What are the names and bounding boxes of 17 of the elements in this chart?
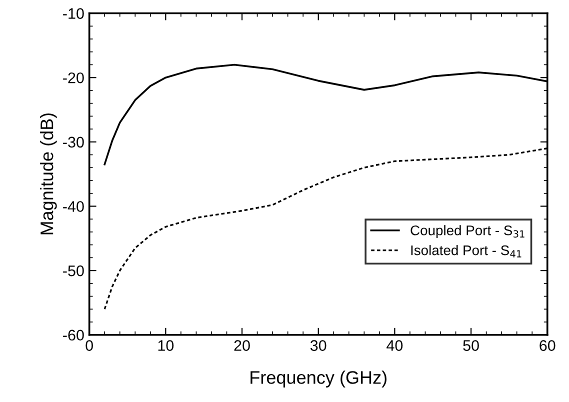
y-tick-label: -10 [63, 8, 84, 19]
y-tick-label: -40 [63, 201, 84, 212]
y-tick-label: -20 [63, 72, 84, 84]
y-axis-title: Magnitude (dB) [40, 113, 57, 234]
y-tick-label: -50 [63, 265, 84, 276]
x-tick-label: 20 [234, 340, 250, 351]
x-tick-label: 30 [310, 340, 326, 351]
y-tick-label: -60 [63, 330, 84, 341]
x-axis-title: Frequency (GHz) [250, 370, 386, 388]
x-tick-label: 0 [86, 340, 93, 351]
legend-label: Isolated Port - S$_{41}$ [411, 245, 522, 258]
legend-label: Coupled Port - S$_{31}$ [410, 225, 524, 238]
x-tick-label: 10 [158, 340, 174, 351]
x-tick-label: 60 [540, 340, 556, 351]
x-tick-label: 50 [463, 340, 479, 351]
x-tick-label: 40 [386, 340, 403, 351]
y-tick-label: -30 [63, 136, 84, 148]
